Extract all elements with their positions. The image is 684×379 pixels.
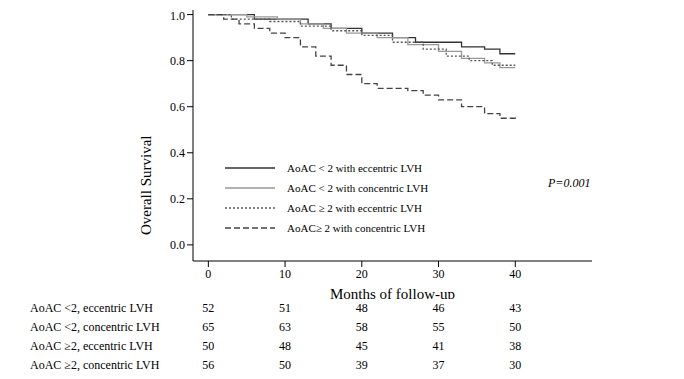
html-text:55: 55 xyxy=(432,320,445,334)
html-text:45: 45 xyxy=(355,339,368,353)
svg-text:20: 20 xyxy=(356,267,368,281)
svg-text:10: 10 xyxy=(279,267,291,281)
html-text:48: 48 xyxy=(355,301,368,315)
html-text:65: 65 xyxy=(202,320,215,334)
html-text:AoAC ≥2, eccentric LVH: AoAC ≥2, eccentric LVH xyxy=(30,339,153,353)
html-text:50: 50 xyxy=(202,339,215,353)
html-text:30: 30 xyxy=(509,358,522,372)
html-text:38: 38 xyxy=(509,339,522,353)
html-text:AoAC <2, concentric LVH: AoAC <2, concentric LVH xyxy=(30,320,160,334)
svg-text:Months of follow-up: Months of follow-up xyxy=(330,286,455,299)
html-text:51: 51 xyxy=(279,301,292,315)
svg-text:0.0: 0.0 xyxy=(170,238,185,252)
svg-text:0: 0 xyxy=(205,267,211,281)
html-text:AoAC ≥2, concentric LVH: AoAC ≥2, concentric LVH xyxy=(30,358,160,372)
svg-text:1.0: 1.0 xyxy=(170,9,185,23)
html-text:58: 58 xyxy=(355,320,368,334)
svg-text:0.4: 0.4 xyxy=(170,146,185,160)
html-text:39: 39 xyxy=(355,358,368,372)
svg-text:40: 40 xyxy=(509,267,521,281)
svg-text:Overall Survival: Overall Survival xyxy=(138,136,154,236)
svg-text:0.6: 0.6 xyxy=(170,100,185,114)
html-text:AoAC < 2 with eccentric LVH: AoAC < 2 with eccentric LVH xyxy=(287,162,422,174)
html-text:43: 43 xyxy=(509,301,522,315)
html-text:AoAC < 2 with concentric LVH: AoAC < 2 with concentric LVH xyxy=(287,182,429,194)
html-text:56: 56 xyxy=(202,358,215,372)
html-text:48: 48 xyxy=(279,339,292,353)
svg-text:30: 30 xyxy=(433,267,445,281)
html-text:AoAC <2, eccentric LVH: AoAC <2, eccentric LVH xyxy=(30,301,153,315)
svg-text:0.2: 0.2 xyxy=(170,192,185,206)
html-text:52: 52 xyxy=(202,301,215,315)
html-text:63: 63 xyxy=(279,320,292,334)
html-text:41: 41 xyxy=(432,339,445,353)
html-text:50: 50 xyxy=(279,358,292,372)
html-text:AoAC ≥ 2 with eccentric LVH: AoAC ≥ 2 with eccentric LVH xyxy=(287,202,422,214)
html-text:37: 37 xyxy=(432,358,445,372)
svg-text:0.8: 0.8 xyxy=(170,54,185,68)
html-text:50: 50 xyxy=(509,320,522,334)
html-text:P=0.001: P=0.001 xyxy=(548,176,591,190)
html-text:AoAC≥ 2 with concentric LVH: AoAC≥ 2 with concentric LVH xyxy=(287,222,426,234)
html-text:46: 46 xyxy=(432,301,445,315)
